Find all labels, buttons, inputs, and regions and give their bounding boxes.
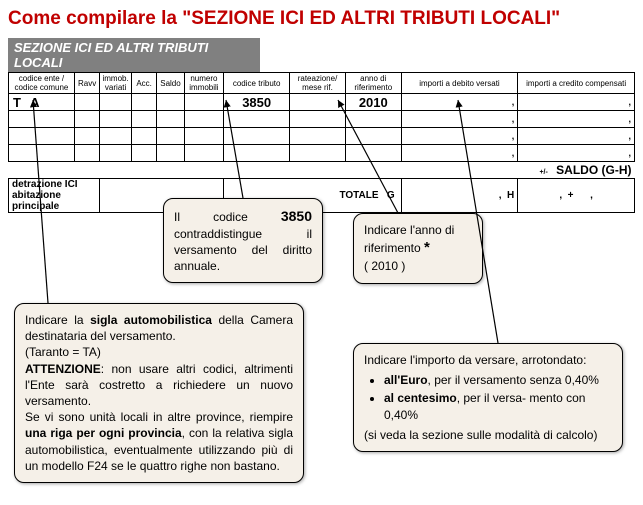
saldo-pre-row: +/- SALDO (G-H)	[9, 162, 635, 179]
callout-importo-b2-bold: al centesimo	[384, 391, 457, 405]
callout-importo-lead: Indicare l'importo da versare, arrotonda…	[364, 353, 586, 367]
table-row: T A 3850 2010 , ,	[9, 94, 635, 111]
detrazione-label: detrazione ICI abitazione principale	[9, 179, 100, 213]
table-row: , ,	[9, 111, 635, 128]
callout-sigla-p4-pre: Se vi sono unità locali in altre provinc…	[25, 410, 293, 424]
saldo-gh-label: SALDO (G-H)	[556, 163, 631, 177]
g-label: G	[387, 190, 395, 201]
callout-sigla: Indicare la sigla automobilistica della …	[14, 303, 304, 483]
title-quoted: "SEZIONE ICI ED ALTRI TRIBUTI LOCALI"	[182, 8, 560, 29]
cell-codice-ente: T A	[9, 94, 75, 111]
callout-importo-b1-post: , per il versamento senza 0,40%	[428, 373, 599, 387]
callout-sigla-p3-bold: ATTENZIONE	[25, 362, 101, 376]
col-rateazione: rateazione/ mese rif.	[290, 73, 346, 94]
callout-codice: Il codice 3850 contraddistingue il versa…	[163, 198, 323, 283]
callout-importo-b1-bold: all'Euro	[384, 373, 428, 387]
callout-importo: Indicare l'importo da versare, arrotonda…	[353, 343, 623, 452]
plusminus-label: +/-	[539, 169, 547, 176]
callout-anno-line2: ( 2010 )	[364, 259, 405, 273]
col-immob-variati: immob. variati	[100, 73, 132, 94]
col-numero-immobili: numero immobili	[184, 73, 224, 94]
callout-importo-tail: (si veda la sezione sulle modalità di ca…	[364, 428, 597, 442]
section-header: SEZIONE ICI ED ALTRI TRIBUTI LOCALI	[8, 38, 260, 72]
form-table: codice ente / codice comune Ravv immob. …	[8, 72, 635, 213]
callout-importo-b2: al centesimo, per il versa- mento con 0,…	[384, 390, 612, 422]
callout-anno: Indicare l'anno di riferimento * ( 2010 …	[353, 213, 483, 284]
cell-anno: 2010	[345, 94, 401, 111]
col-ravv: Ravv	[74, 73, 99, 94]
page-title: Come compilare la "SEZIONE ICI ED ALTRI …	[8, 8, 635, 30]
title-prefix: Come compilare la	[8, 8, 182, 29]
plus-label: +	[568, 190, 574, 201]
col-anno: anno di riferimento	[345, 73, 401, 94]
col-importi-debito: importi a debito versati	[401, 73, 518, 94]
callout-anno-line1: Indicare l'anno di riferimento	[364, 223, 454, 255]
totale-label: TOTALE	[339, 190, 378, 201]
h-label: H	[507, 190, 514, 201]
callout-sigla-p2: (Taranto = TA)	[25, 345, 101, 359]
callout-codice-post: contraddistingue il versamento del dirit…	[174, 227, 312, 273]
table-row: , ,	[9, 145, 635, 162]
callout-codice-code: 3850	[281, 208, 312, 224]
col-codice-tributo: codice tributo	[224, 73, 290, 94]
col-importi-credito: importi a credito compensati	[518, 73, 635, 94]
callout-importo-b1: all'Euro, per il versamento senza 0,40%	[384, 372, 612, 388]
cell-codice-tributo: 3850	[224, 94, 290, 111]
col-codice-ente: codice ente / codice comune	[9, 73, 75, 94]
callout-sigla-p1-pre: Indicare la	[25, 313, 90, 327]
col-acc: Acc.	[131, 73, 156, 94]
callout-sigla-p4-bold: una riga per ogni provincia	[25, 426, 182, 440]
callout-codice-pre: Il codice	[174, 210, 281, 224]
callout-anno-star: *	[424, 239, 430, 256]
col-saldo: Saldo	[157, 73, 184, 94]
table-row: , ,	[9, 128, 635, 145]
callout-sigla-p1-bold: sigla automobilistica	[90, 313, 212, 327]
